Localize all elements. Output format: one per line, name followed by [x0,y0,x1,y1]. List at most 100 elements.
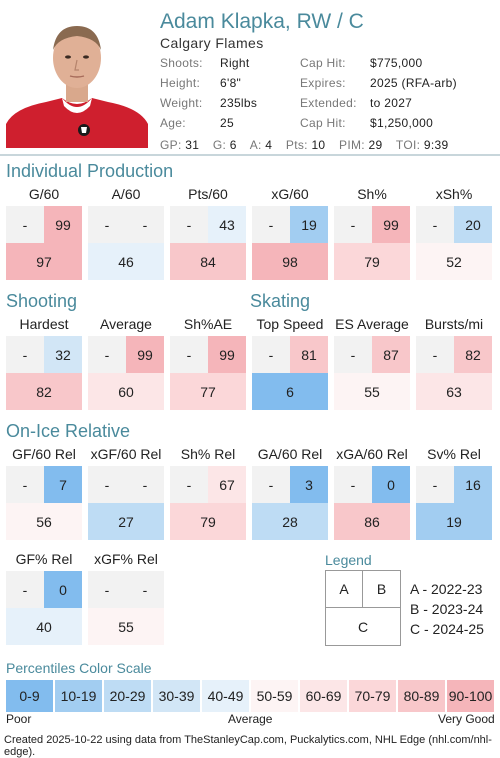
legend-box-b: B [363,571,400,608]
value-2022-23: - [170,336,208,373]
value-2024-25: 52 [416,243,492,280]
cap-hit-label: Cap Hit: [300,56,346,70]
height-value: 6'8" [220,76,242,90]
value-2022-23: - [334,336,372,373]
value-2024-25: 63 [416,373,492,410]
stat-line: GP: 31 G: 6 A: 4 Pts: 10 PIM: 29 TOI: 9:… [160,138,448,152]
value-2023-24: - [126,206,164,243]
value-2022-23: - [6,571,44,608]
metric-block-es-average: ES Average -87 55 [334,316,410,412]
scale-title: Percentiles Color Scale [6,660,152,676]
value-2023-24: 16 [454,466,492,503]
metric-header: G/60 [28,186,60,202]
scale-box-50-59: 50-59 [251,680,298,712]
section-on-ice-relative: On-Ice Relative [6,421,131,441]
value-2023-24: 99 [126,336,164,373]
pim-label: PIM: [339,138,365,152]
value-2023-24: 3 [290,466,328,503]
scale-box-30-39: 30-39 [153,680,200,712]
weight-value: 235lbs [220,96,258,110]
value-2023-24: 7 [44,466,82,503]
legend-title: Legend [325,552,372,568]
value-2022-23: - [252,206,290,243]
value-2022-23: - [252,466,290,503]
metric-block-gf-60-rel: GF/60 Rel -7 56 [6,446,82,542]
value-2022-23: - [252,336,290,373]
expires-label: Expires: [300,76,346,90]
value-2023-24: 20 [454,206,492,243]
assists-value: 4 [265,138,273,152]
metric-block-g-60: G/60 -99 97 [6,186,82,282]
info-left: Shoots: Right Height: 6'8" Weight: 235lbs A… [160,56,257,136]
metric-block-sh: Sh% -99 79 [334,186,410,282]
value-2022-23: - [416,466,454,503]
value-2024-25: 56 [6,503,82,540]
age-value: 25 [220,116,234,130]
value-2022-23: - [6,206,44,243]
extended-label: Extended: [300,96,357,110]
value-2022-23: - [88,206,126,243]
value-2022-23: - [88,571,126,608]
metric-header: GF/60 Rel [12,446,76,462]
scale-box-90-100: 90-100 [447,680,494,712]
value-2024-25: 55 [334,373,410,410]
legend-line-b: B - 2023-24 [410,601,484,617]
value-2024-25: 60 [88,373,164,410]
value-2024-25: 28 [252,503,328,540]
value-2024-25: 79 [170,503,246,540]
weight-label: Weight: [160,96,203,110]
metric-header: xGF% Rel [94,551,158,567]
value-2022-23: - [170,466,208,503]
value-2024-25: 19 [416,503,492,540]
metric-header: Pts/60 [188,186,228,202]
section-individual-production: Individual Production [6,161,174,181]
gp-label: GP: [160,138,182,152]
metric-block-a-60: A/60 - -46 [88,186,164,282]
scale-box-70-79: 70-79 [349,680,396,712]
info-right: Cap Hit: $775,000 Expires: 2025 (RFA-arb) … [300,56,457,136]
metric-header: xG/60 [271,186,309,202]
metric-block-average: Average -99 60 [88,316,164,412]
metric-block-top-speed: Top Speed -81 6 [252,316,328,412]
metric-block-xgf-60-rel: xGF/60 Rel - -27 [88,446,164,542]
scale-box-80-89: 80-89 [398,680,445,712]
section-skating: Skating [250,291,311,311]
scale-very-good-label: Very Good [438,712,495,726]
value-2024-25: 40 [6,608,82,645]
metric-header: ES Average [335,316,409,332]
metric-block-xgf-rel: xGF% Rel - -55 [88,551,164,647]
value-2024-25: 82 [6,373,82,410]
legend-box: A B C [325,570,401,646]
cap-hit-value: $775,000 [370,56,423,70]
scale-box-40-49: 40-49 [202,680,249,712]
value-2024-25: 55 [88,608,164,645]
value-2023-24: 87 [372,336,410,373]
metric-header: xSh% [435,186,473,202]
metric-block-sh-ae: Sh%AE -99 77 [170,316,246,412]
metric-block-xg-60: xG/60 -19 98 [252,186,328,282]
extended-value: to 2027 [370,96,413,110]
metric-header: xGA/60 Rel [336,446,408,462]
metric-header: Top Speed [256,316,324,332]
legend-box-a: A [326,571,363,608]
metric-header: Average [100,316,152,332]
metric-header: GA/60 Rel [257,446,323,462]
value-2023-24: 43 [208,206,246,243]
value-2024-25: 6 [252,373,328,410]
scale-box-0-9: 0-9 [6,680,53,712]
value-2023-24: - [126,466,164,503]
metric-block-pts-60: Pts/60 -43 84 [170,186,246,282]
new-cap-hit-value: $1,250,000 [370,116,434,130]
value-2023-24: 82 [454,336,492,373]
metric-header: Sh% Rel [180,446,236,462]
value-2023-24: 99 [372,206,410,243]
metric-header: Sh%AE [183,316,233,332]
value-2022-23: - [416,206,454,243]
value-2023-24: 0 [372,466,410,503]
shoots-label: Shoots: [160,56,203,70]
value-2024-25: 98 [252,243,328,280]
scale-poor-label: Poor [6,712,32,726]
value-2023-24: 0 [44,571,82,608]
metric-header: Sv% Rel [427,446,481,462]
value-2022-23: - [416,336,454,373]
